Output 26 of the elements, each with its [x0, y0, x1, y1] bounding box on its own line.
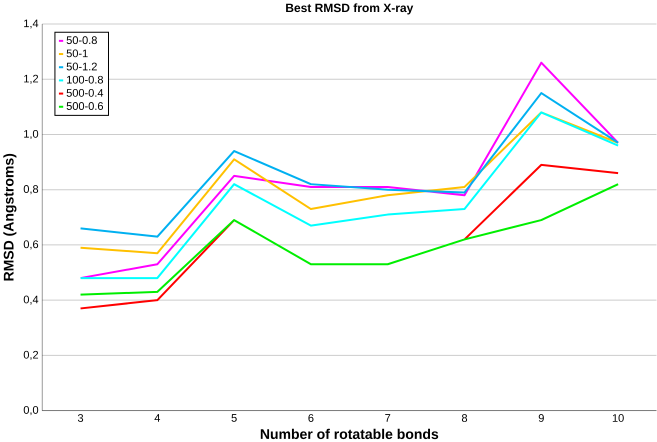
x-tick-label: 5 [232, 414, 237, 422]
legend-label: 50-1.2 [66, 62, 97, 70]
x-tick-label: 7 [385, 414, 390, 422]
y-axis-title: RMSD (Angstroms) [3, 154, 16, 280]
line-series [80, 183, 620, 296]
y-tick-label: 0,8 [24, 184, 38, 194]
x-tick-label: 8 [462, 414, 468, 422]
x-tick-label: 9 [538, 414, 544, 422]
legend-label: 50-1 [66, 49, 88, 58]
y-tick-label: 0,2 [24, 350, 38, 360]
y-tick-label: 1,4 [24, 19, 38, 28]
y-tick-label: 1,0 [24, 130, 38, 139]
legend-label: 500-0.4 [66, 88, 104, 97]
x-tick-label: 3 [78, 414, 84, 422]
x-tick-label: 10 [612, 414, 624, 422]
x-tick-label: 4 [154, 414, 160, 422]
y-tick-label: 0,4 [24, 295, 38, 305]
chart-title: Best RMSD from X-ray [286, 3, 414, 14]
x-axis-title: Number of rotatable bonds [260, 428, 438, 439]
y-tick-label: 1,2 [24, 74, 38, 84]
legend-label: 500-0.6 [66, 102, 104, 110]
legend-label: 100-0.8 [67, 76, 104, 84]
y-tick-label: 0,0 [24, 406, 38, 415]
y-tick-label: 0,6 [24, 240, 38, 250]
x-tick-label: 6 [308, 414, 314, 422]
legend-label: 50-0.8 [66, 36, 97, 44]
